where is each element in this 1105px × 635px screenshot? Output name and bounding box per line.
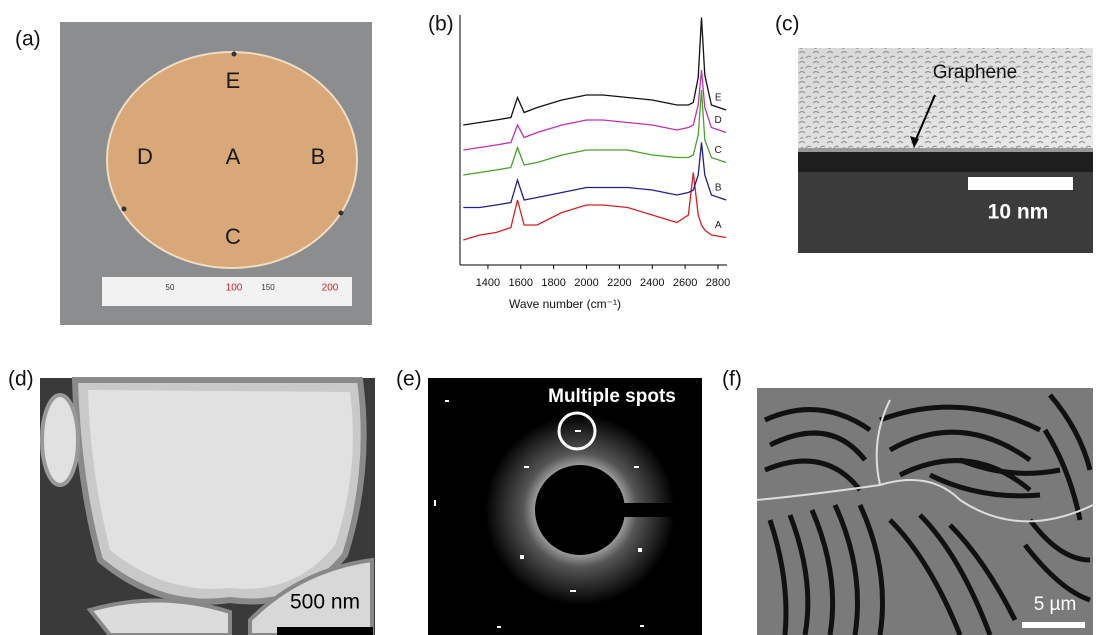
diffraction-image — [428, 378, 702, 635]
scale-bar-label: 10 nm — [988, 201, 1049, 224]
point-label: D — [137, 144, 153, 169]
spectrum — [463, 143, 726, 208]
figure: E D A B C 50 100 150 200 Graphene 10 nm … — [0, 0, 1105, 635]
x-tick-label: 2600 — [673, 277, 697, 289]
ruler-label: 150 — [261, 283, 275, 292]
annotation: Multiple spots — [548, 386, 676, 407]
x-axis-label: Wave number (cm⁻¹) — [509, 297, 621, 311]
x-tick-label: 2800 — [706, 277, 730, 289]
ruler-label: 50 — [166, 283, 175, 292]
series-label: C — [715, 145, 722, 156]
series-label: A — [715, 220, 722, 231]
spectrum — [463, 90, 726, 175]
point-label: A — [226, 144, 241, 169]
scale-bar-label: 5 µm — [1034, 594, 1077, 615]
x-tick-label: 1400 — [476, 277, 500, 289]
point-label: B — [311, 144, 326, 169]
point-label: E — [226, 68, 241, 93]
x-tick-label: 1600 — [509, 277, 533, 289]
series-label: D — [715, 115, 722, 126]
spectrum — [463, 173, 726, 241]
point-label: C — [225, 224, 241, 249]
x-tick-label: 2200 — [607, 277, 631, 289]
scale-bar-label: 500 nm — [290, 591, 360, 614]
panel-label: (a) — [15, 28, 41, 51]
spectrum — [463, 18, 726, 126]
wafer-photo — [60, 22, 372, 325]
ruler-label: 200 — [322, 283, 339, 294]
panel-label: (b) — [428, 13, 454, 36]
spectrum — [463, 70, 726, 150]
series-label: B — [715, 183, 722, 194]
series-label: E — [715, 93, 722, 104]
panel-label: (f) — [722, 368, 742, 391]
annotation: Graphene — [933, 62, 1018, 83]
x-tick-label: 2000 — [574, 277, 598, 289]
ruler-label: 100 — [226, 283, 243, 294]
x-tick-label: 1800 — [541, 277, 565, 289]
panel-label: (e) — [396, 368, 422, 391]
panel-label: (d) — [8, 368, 34, 391]
panel-label: (c) — [775, 13, 800, 36]
x-tick-label: 2400 — [640, 277, 664, 289]
